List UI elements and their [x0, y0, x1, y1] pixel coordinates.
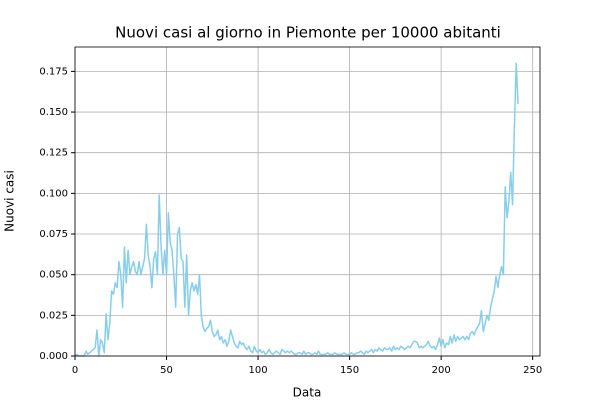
y-tick-label: 0.050: [39, 270, 68, 281]
data-line: [74, 62, 519, 357]
x-tick-label: 200: [432, 365, 451, 376]
plot-frame: [74, 46, 541, 357]
y-tick-label: 0.025: [39, 310, 68, 321]
x-axis-label: Data: [293, 386, 322, 400]
y-tick-label: 0.075: [39, 229, 68, 240]
y-axis-label: Nuovi casi: [3, 170, 17, 232]
x-tick-label: 0: [72, 365, 78, 376]
x-tick-label: 50: [160, 365, 173, 376]
x-tick-label: 100: [249, 365, 268, 376]
y-tick-label: 0.175: [39, 66, 68, 77]
x-tick-label: 250: [523, 365, 542, 376]
y-tick-label: 0.100: [39, 188, 68, 199]
x-tick-label: 150: [340, 365, 359, 376]
y-tick-label: 0.000: [39, 351, 68, 362]
chart-title: Nuovi casi al giorno in Piemonte per 100…: [115, 24, 501, 42]
y-tick-label: 0.125: [39, 148, 68, 159]
y-tick-label: 0.150: [39, 107, 68, 118]
